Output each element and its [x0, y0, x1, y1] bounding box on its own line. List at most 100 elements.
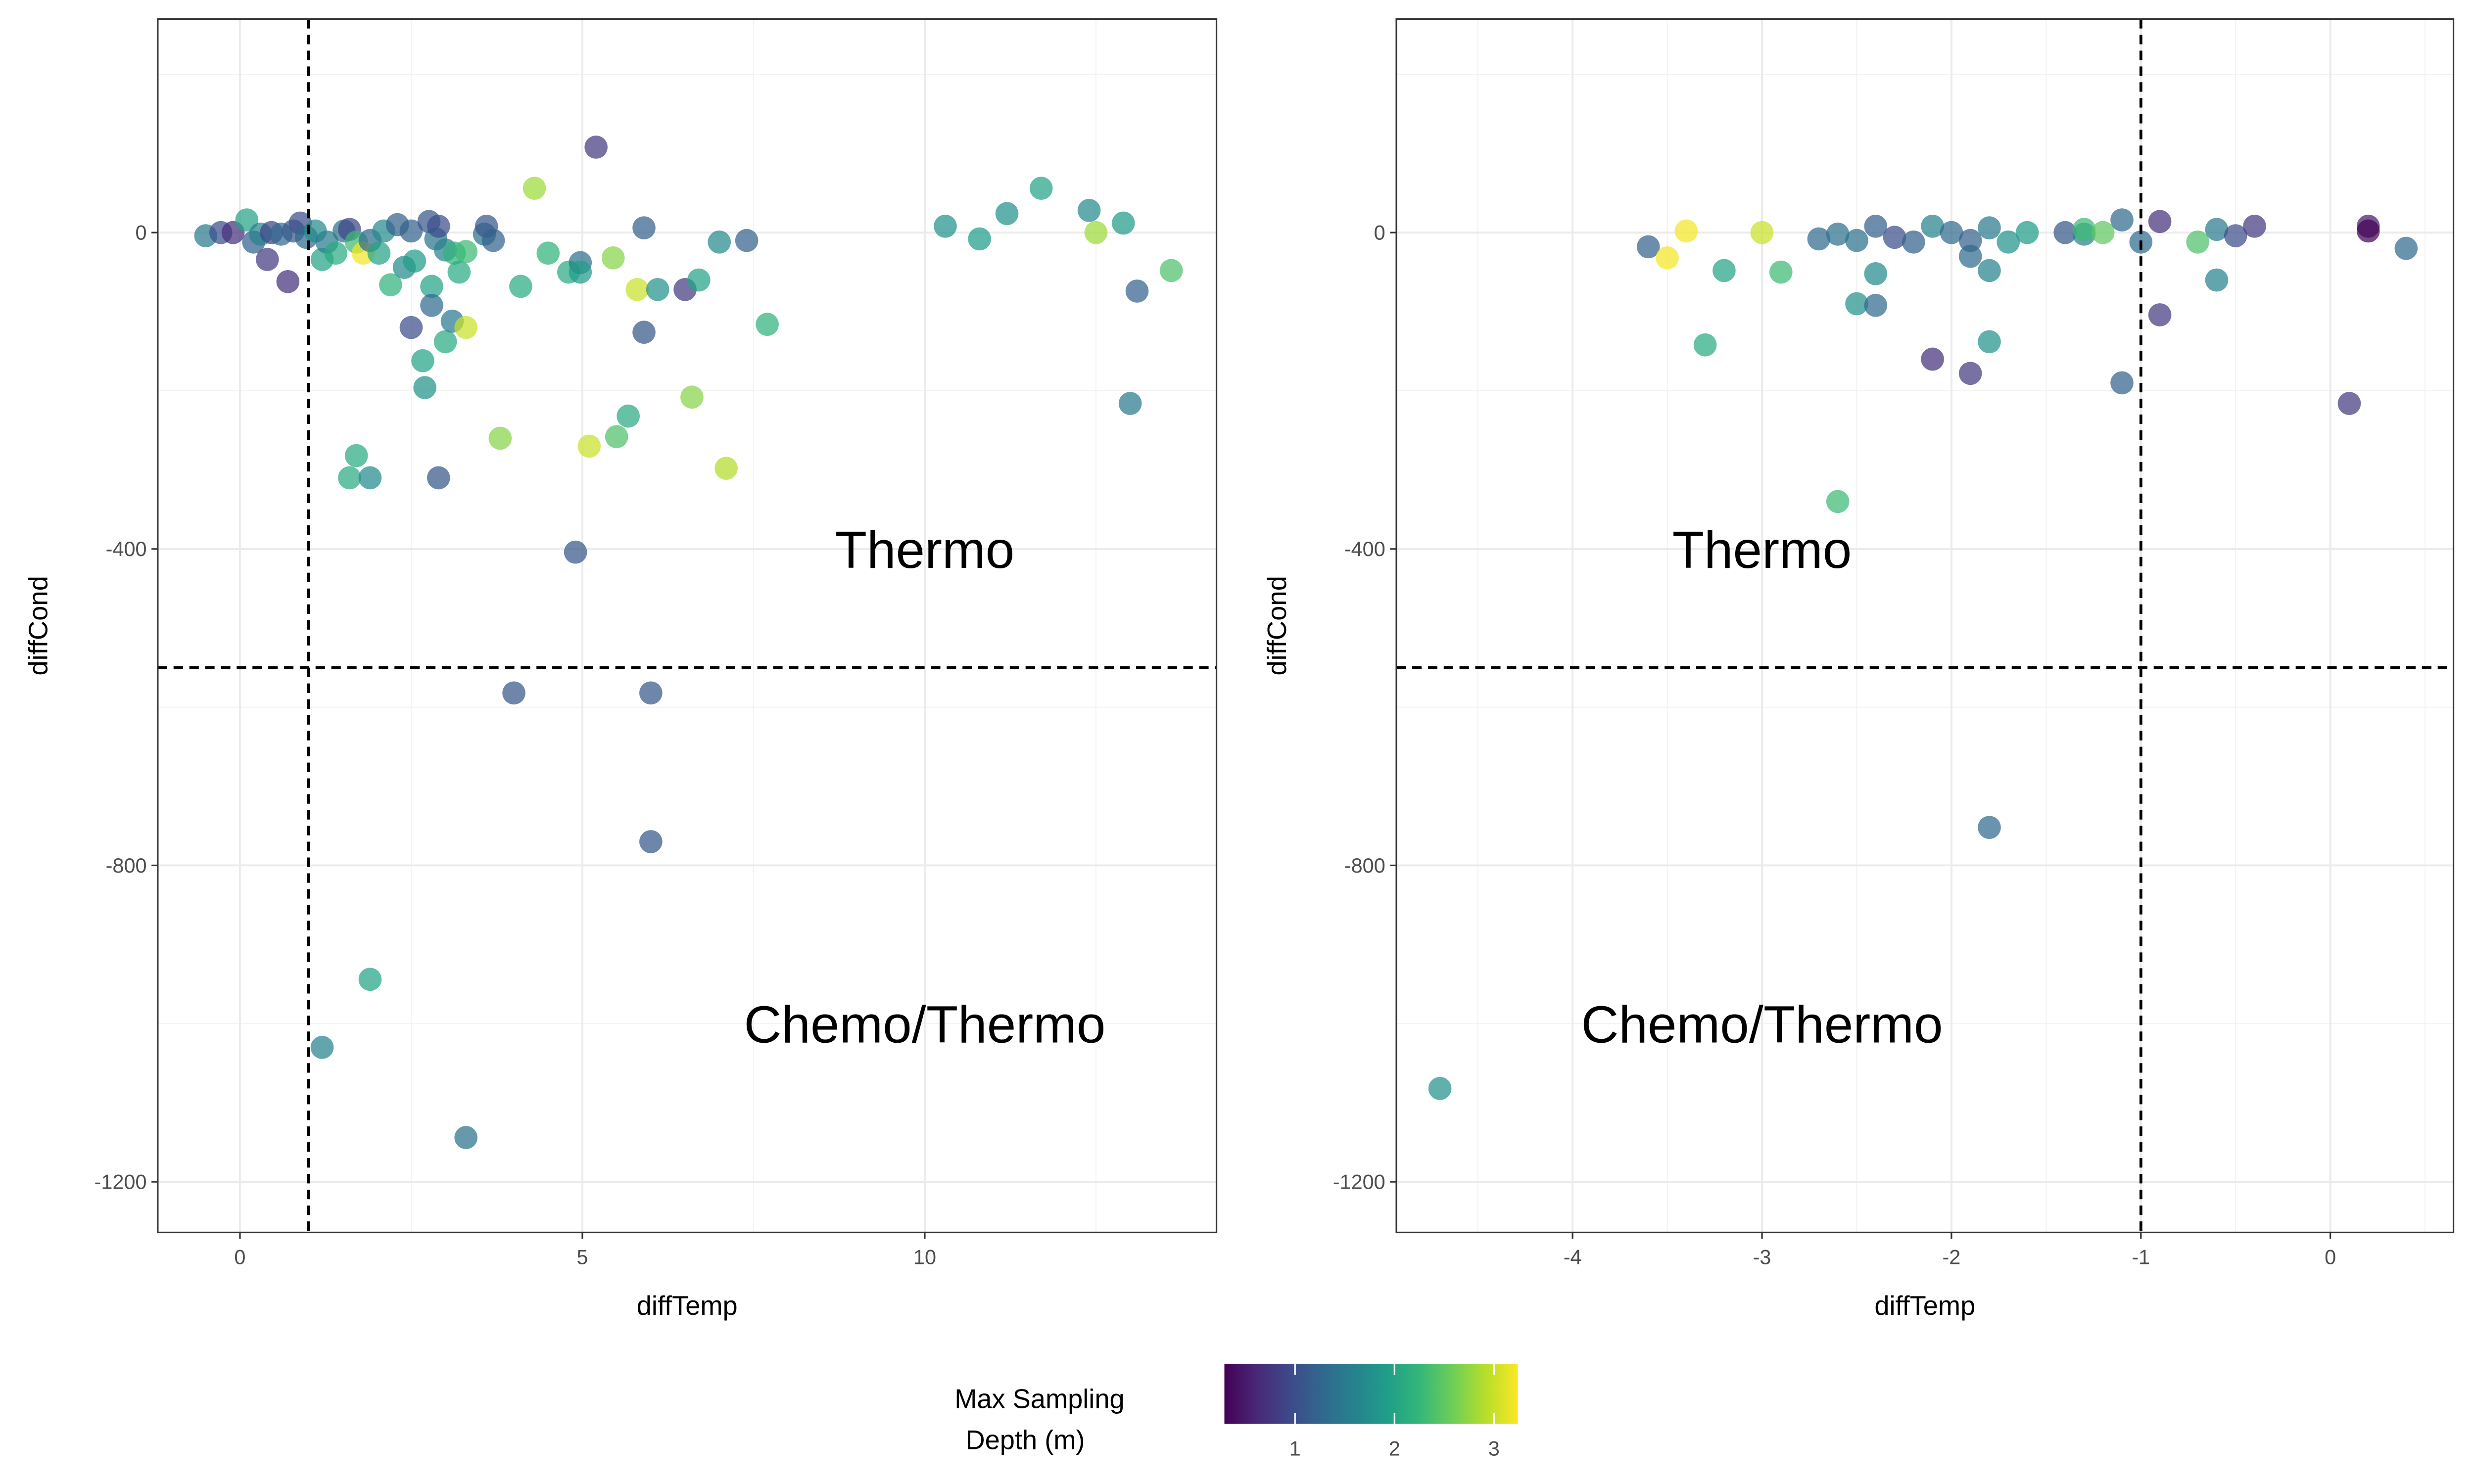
point [399, 316, 423, 339]
point [1958, 244, 1982, 268]
point [358, 968, 382, 991]
point [1940, 221, 1963, 244]
point [379, 273, 402, 297]
point [2205, 218, 2229, 241]
point [1693, 333, 1717, 357]
point [411, 349, 434, 372]
point [1978, 216, 2001, 239]
point [1674, 219, 1698, 243]
colorbar-label: 2 [1389, 1437, 1400, 1460]
point [708, 230, 731, 254]
point [447, 260, 471, 284]
y-tick-label: -400 [1344, 537, 1385, 560]
y-axis-title: diffCond [23, 576, 53, 676]
point [1826, 223, 1850, 246]
colorbar-label: 1 [1289, 1437, 1301, 1460]
point [1864, 293, 1888, 317]
point [420, 275, 443, 298]
point [1902, 230, 1925, 254]
point [502, 681, 525, 705]
annotation: Chemo/Thermo [1581, 996, 1943, 1054]
point [1958, 362, 1982, 385]
point [584, 136, 608, 159]
point [756, 313, 779, 336]
point [1077, 199, 1101, 222]
point [1997, 230, 2020, 254]
x-tick-label: -4 [1564, 1245, 1582, 1268]
point [617, 404, 640, 428]
point [2186, 230, 2209, 254]
y-tick-label: -800 [106, 854, 147, 877]
legend-title: Max Sampling [954, 1384, 1124, 1414]
point [1921, 347, 1944, 371]
point [433, 330, 457, 354]
point [646, 278, 669, 301]
point [536, 241, 560, 265]
x-axis-title: diffTemp [637, 1291, 738, 1321]
point [420, 293, 443, 317]
point [1428, 1077, 1452, 1100]
point [399, 219, 423, 243]
point [1713, 259, 1736, 282]
point [735, 229, 759, 252]
point [1112, 211, 1135, 235]
point [1807, 227, 1831, 251]
x-tick-label: 10 [913, 1245, 936, 1268]
x-tick-label: -3 [1753, 1245, 1771, 1268]
x-tick-label: -1 [2132, 1245, 2150, 1268]
point [1637, 235, 1660, 259]
point [2148, 303, 2172, 326]
point [1921, 215, 1944, 238]
point [1958, 229, 1982, 252]
y-tick-label: 0 [1374, 221, 1385, 244]
point [2110, 371, 2134, 395]
point [276, 270, 300, 293]
point [235, 208, 259, 232]
point [427, 466, 450, 490]
point [1125, 279, 1149, 303]
y-tick-label: -800 [1344, 854, 1385, 877]
point [523, 177, 546, 200]
point [632, 216, 656, 239]
point [714, 457, 738, 480]
point [344, 444, 368, 467]
point [1118, 392, 1142, 415]
point [2356, 219, 2380, 243]
annotation: Thermo [1672, 521, 1852, 579]
point [2394, 236, 2418, 260]
point [968, 227, 991, 251]
point [625, 278, 649, 301]
point [2110, 208, 2134, 232]
point [1978, 330, 2001, 354]
point [2015, 221, 2039, 244]
point [338, 466, 361, 490]
point [310, 1035, 334, 1059]
point [413, 376, 436, 399]
point [324, 241, 347, 265]
colorbar-label: 3 [1488, 1437, 1500, 1460]
panel-border [1395, 18, 2455, 1234]
point [427, 215, 450, 238]
point [934, 215, 957, 238]
point [454, 316, 477, 339]
point [2205, 268, 2229, 292]
point [1029, 177, 1053, 200]
point [2243, 215, 2266, 238]
point [995, 202, 1019, 226]
colorbar [1224, 1363, 1518, 1424]
y-tick-label: -1200 [1333, 1170, 1385, 1193]
point [403, 249, 427, 273]
point [256, 248, 279, 271]
point [1084, 221, 1108, 244]
point [605, 425, 628, 449]
y-axis-title: diffCond [1262, 576, 1292, 676]
point [1826, 490, 1850, 513]
annotation: Chemo/Thermo [744, 996, 1105, 1054]
point [1656, 246, 1679, 270]
point [639, 681, 663, 705]
point [687, 268, 711, 292]
point [1159, 259, 1183, 282]
point [1864, 215, 1888, 238]
